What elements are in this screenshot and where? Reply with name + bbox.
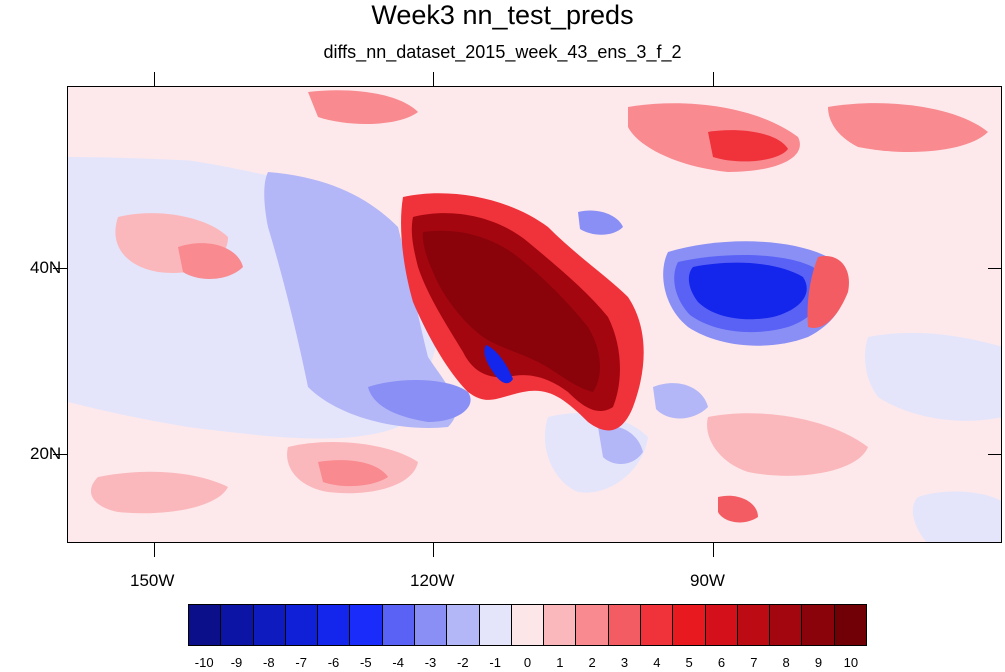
colorbar-tick-label: 1	[556, 655, 564, 670]
colorbar-swatch	[834, 605, 866, 645]
tick-top-90w	[713, 72, 714, 86]
colorbar-tick-label: -7	[295, 655, 307, 670]
colorbar-swatch	[640, 605, 674, 645]
colorbar-tick-label: -9	[230, 655, 243, 670]
colorbar-swatch	[414, 605, 448, 645]
colorbar-tick-label: 0	[523, 655, 532, 670]
colorbar-swatch	[189, 605, 222, 645]
colorbar-swatch	[318, 605, 351, 645]
colorbar-tick-label: 7	[750, 655, 758, 670]
lon-label-120w: 120W	[410, 571, 455, 590]
tick-bottom-150w	[154, 543, 155, 557]
colorbar-swatch	[447, 605, 480, 645]
tick-right-40n	[988, 268, 1002, 269]
colorbar-tick-label: 10	[843, 655, 859, 670]
tick-right-20n	[988, 454, 1002, 455]
lon-label-90w: 90W	[690, 571, 725, 590]
colorbar-tick-label: -10	[194, 655, 214, 670]
tick-bottom-90w	[713, 543, 714, 557]
colorbar-tick-label: 5	[685, 655, 693, 670]
colorbar-tick-label: -5	[360, 655, 372, 670]
colorbar-swatch	[253, 605, 286, 645]
colorbar-swatch	[770, 605, 803, 645]
plot-title: Week3 nn_test_preds	[371, 0, 634, 30]
lat-label-20n: 20N	[30, 444, 62, 463]
lon-label-150w: 150W	[130, 571, 175, 590]
colorbar-swatch	[802, 605, 835, 645]
tick-top-120w	[433, 72, 434, 86]
colorbar-swatch	[608, 605, 641, 645]
tick-top-150w	[154, 72, 155, 86]
colorbar-tick-label: 3	[620, 655, 629, 670]
colorbar-swatch	[221, 605, 254, 645]
colorbar-swatch	[737, 605, 771, 645]
colorbar-tick-label: 9	[814, 655, 823, 670]
colorbar-swatch	[705, 605, 738, 645]
colorbar-swatch	[576, 605, 609, 645]
colorbar-swatch	[544, 605, 577, 645]
colorbar-swatch	[382, 605, 415, 645]
colorbar-tick-label: -8	[263, 655, 275, 670]
colorbar-swatch	[673, 605, 706, 645]
colorbar-tick-label: -2	[457, 655, 469, 670]
map-panel	[67, 86, 1002, 543]
colorbar-tick-label: 4	[653, 655, 661, 670]
colorbar-tick-label: -6	[327, 655, 340, 670]
tick-left-20n	[53, 454, 67, 455]
colorbar-swatch	[511, 605, 545, 645]
colorbar-tick-label: -3	[424, 655, 437, 670]
colorbar-tick-label: -1	[489, 655, 501, 670]
colorbar-tick-label: 2	[588, 655, 596, 670]
plot-subtitle: diffs_nn_dataset_2015_week_43_ens_3_f_2	[323, 42, 682, 62]
colorbar	[188, 604, 867, 646]
tick-left-40n	[53, 268, 67, 269]
colorbar-tick-label: 8	[782, 655, 790, 670]
colorbar-tick-label: 6	[717, 655, 726, 670]
colorbar-tick-label: -4	[392, 655, 404, 670]
temperature-anomaly-map	[68, 87, 1001, 542]
colorbar-swatch	[479, 605, 512, 645]
colorbar-swatch	[285, 605, 319, 645]
tick-bottom-120w	[433, 543, 434, 557]
lat-label-40n: 40N	[30, 258, 62, 277]
colorbar-swatch	[350, 605, 383, 645]
